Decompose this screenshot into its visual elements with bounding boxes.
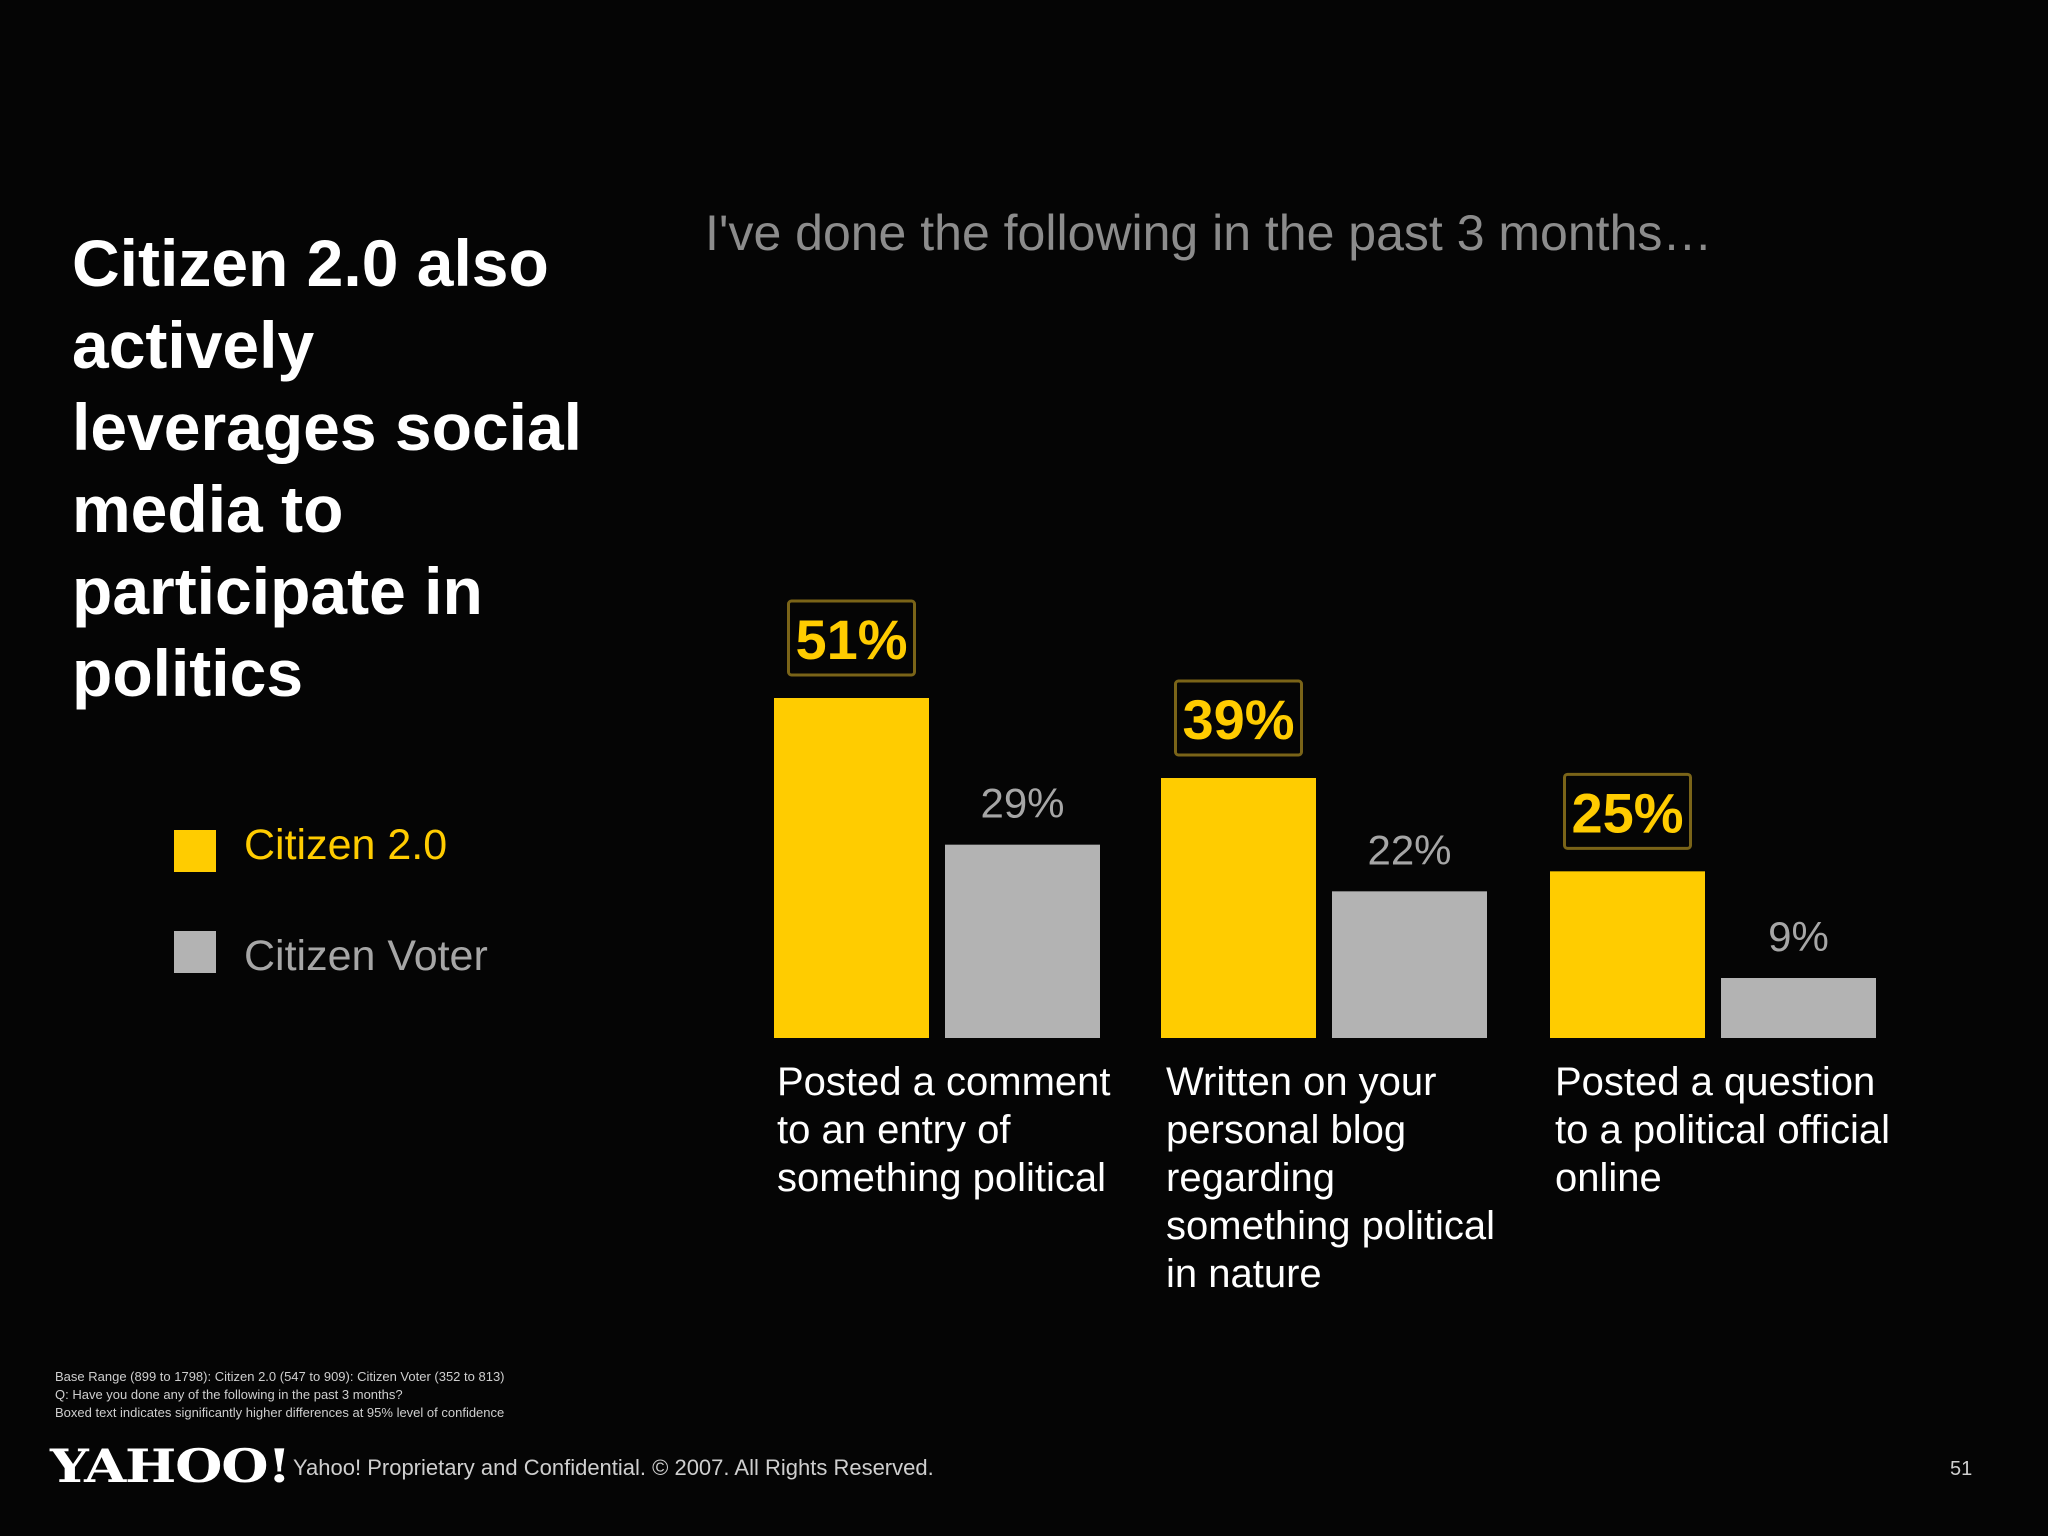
- significance-box-1: [1174, 679, 1303, 757]
- bar-citizen-2-0-0: [774, 698, 929, 1038]
- copyright-notice: Yahoo! Proprietary and Confidential. © 2…: [293, 1455, 934, 1480]
- yahoo-logo: YAHOO!: [50, 1439, 291, 1493]
- category-label-posted-question: Posted a question to a political officia…: [1555, 1060, 1890, 1200]
- category-label-written-blog: Written on your personal blog regarding …: [1166, 1060, 1496, 1296]
- data-label-citizen-voter-2: 9%: [1768, 913, 1829, 960]
- bar-citizen-2-0-2: [1550, 871, 1705, 1038]
- bar-citizen-voter-0: [945, 844, 1100, 1038]
- bar-chart: 51% 39% 25% 29% 22% 9%: [774, 599, 1876, 1038]
- data-label-citizen-voter-0: 29%: [980, 780, 1064, 827]
- slide-headline: Citizen 2.0 also actively leverages soci…: [72, 226, 583, 710]
- bar-citizen-voter-1: [1332, 891, 1487, 1038]
- data-label-citizen-2-0-0: 51%: [795, 608, 907, 671]
- data-label-citizen-2-0-2: 25%: [1571, 781, 1683, 844]
- page-number: 51: [1950, 1458, 1973, 1480]
- data-label-citizen-voter-1: 22%: [1367, 826, 1451, 873]
- category-label-posted-comment: Posted a comment to an entry of somethin…: [777, 1060, 1111, 1200]
- footnotes: Base Range (899 to 1798): Citizen 2.0 (5…: [55, 1368, 505, 1422]
- footnote-base-range: Base Range (899 to 1798): Citizen 2.0 (5…: [55, 1369, 505, 1384]
- legend-label-citizen-2-0: Citizen 2.0: [244, 821, 448, 869]
- legend-label-citizen-voter: Citizen Voter: [244, 932, 488, 980]
- significance-box-2: [1563, 772, 1692, 850]
- legend-swatch-citizen-voter: [174, 931, 216, 973]
- legend-swatch-citizen-2-0: [174, 830, 216, 872]
- significance-box-0: [787, 599, 916, 677]
- footnote-boxed-text: Boxed text indicates significantly highe…: [55, 1405, 505, 1420]
- bar-citizen-voter-2: [1721, 978, 1876, 1038]
- bar-citizen-2-0-1: [1161, 778, 1316, 1038]
- data-label-citizen-2-0-1: 39%: [1182, 688, 1294, 751]
- footnote-question: Q: Have you done any of the following in…: [55, 1387, 403, 1402]
- chart-title: I've done the following in the past 3 mo…: [705, 205, 1713, 261]
